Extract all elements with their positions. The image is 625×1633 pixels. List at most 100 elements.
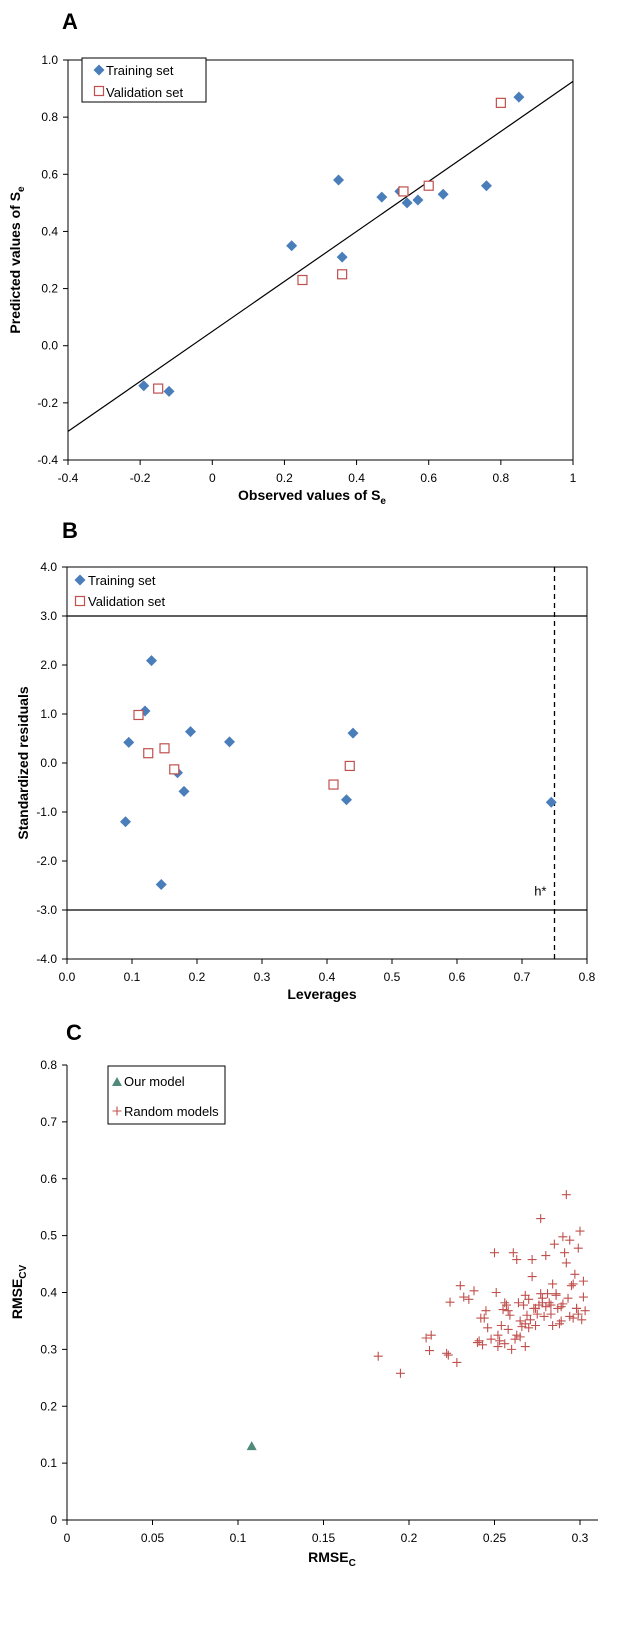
panel-a-x-label-sub: e xyxy=(380,496,386,507)
y-tick-label: 0.1 xyxy=(40,1456,57,1470)
panel-b-legend-training-label: Training set xyxy=(88,573,156,588)
panel-b-h-star-label: h* xyxy=(534,883,546,898)
validation-point xyxy=(337,269,348,280)
random-model-point xyxy=(539,1311,549,1321)
y-tick-label: -4.0 xyxy=(36,952,57,966)
panel-b-threshold-lines xyxy=(67,567,587,959)
panel-b-legend-validation-label: Validation set xyxy=(88,594,165,609)
x-tick-label: 0 xyxy=(209,471,216,485)
validation-point xyxy=(133,709,144,721)
x-tick-label: 0.6 xyxy=(449,970,466,984)
random-model-point xyxy=(491,1288,501,1297)
legend-triangle-marker xyxy=(112,1077,122,1086)
random-model-point xyxy=(527,1272,537,1282)
panel-c-letter: C xyxy=(66,1020,82,1045)
x-tick-label: -0.4 xyxy=(58,471,79,485)
random-model-point xyxy=(570,1269,580,1279)
y-tick-label: 0.0 xyxy=(40,756,57,770)
our-model-point xyxy=(246,1441,257,1451)
random-model-point xyxy=(486,1334,496,1344)
random-model-point xyxy=(573,1309,583,1319)
panel-a-points xyxy=(138,91,525,397)
random-model-point xyxy=(421,1333,431,1343)
random-model-point xyxy=(500,1298,510,1308)
x-tick-label: 0.3 xyxy=(572,1531,589,1545)
x-tick-label: 0.1 xyxy=(230,1531,247,1545)
panel-c-x-axis-label: RMSEC xyxy=(308,1549,356,1569)
y-tick-label: -1.0 xyxy=(36,805,57,819)
random-model-point xyxy=(479,1313,489,1323)
panel-a-y-label-main: Predicted values of S xyxy=(7,192,23,334)
validation-point xyxy=(153,383,164,394)
random-model-point xyxy=(531,1320,541,1330)
random-model-point xyxy=(563,1293,573,1303)
training-point xyxy=(178,785,190,797)
random-model-point xyxy=(532,1309,542,1319)
random-model-point xyxy=(490,1248,499,1258)
y-tick-label: 0.4 xyxy=(40,1286,57,1300)
x-tick-label: 0.0 xyxy=(59,970,76,984)
random-model-point xyxy=(452,1357,462,1367)
random-model-point xyxy=(537,1298,547,1308)
training-point xyxy=(224,736,235,748)
random-model-point xyxy=(512,1255,522,1265)
random-model-point xyxy=(507,1344,517,1354)
x-tick-label: 0.05 xyxy=(141,1531,165,1545)
random-model-point xyxy=(455,1281,465,1291)
x-tick-label: 0.8 xyxy=(493,471,510,485)
random-model-point xyxy=(522,1310,532,1320)
random-model-point xyxy=(520,1342,530,1352)
training-point xyxy=(155,879,167,891)
x-tick-label: 0.25 xyxy=(483,1531,507,1545)
y-tick-label: 2.0 xyxy=(40,658,57,672)
panel-a-legend-validation-marker xyxy=(93,85,105,97)
random-model-point xyxy=(524,1294,534,1304)
random-model-point xyxy=(568,1313,578,1323)
training-point xyxy=(286,240,298,252)
panel-a-legend-training-label: Training set xyxy=(106,63,174,78)
random-model-point xyxy=(508,1248,518,1258)
random-model-point xyxy=(493,1330,503,1340)
y-tick-label: 1.0 xyxy=(40,707,57,721)
panel-b-legend-validation-marker xyxy=(74,595,86,607)
random-model-point xyxy=(572,1303,582,1313)
training-point xyxy=(437,188,449,200)
panel-b-plot-area xyxy=(66,566,588,960)
training-point xyxy=(146,655,157,667)
y-tick-label: -0.4 xyxy=(37,453,58,467)
validation-point xyxy=(143,748,154,759)
training-point xyxy=(333,174,345,186)
random-model-point xyxy=(565,1235,575,1245)
random-model-point xyxy=(495,1336,505,1346)
random-model-point xyxy=(577,1315,587,1325)
random-model-point xyxy=(548,1320,558,1330)
random-model-point xyxy=(575,1226,585,1236)
panel-b-ticks: 0.0 0.1 0.2 0.3 0.4 0.5 0.6 0.7 0.8 -4.0 -3.0 -2.0 -… xyxy=(36,560,595,984)
random-model-point xyxy=(573,1243,583,1253)
random-model-point xyxy=(525,1315,535,1325)
y-tick-label: 4.0 xyxy=(40,560,57,574)
panel-b-y-axis-label: Standardized residuals xyxy=(15,686,31,839)
y-tick-label: -0.2 xyxy=(37,396,58,410)
random-model-point xyxy=(556,1316,566,1326)
panel-a-legend-validation-label: Validation set xyxy=(106,85,183,100)
random-model-point xyxy=(425,1346,435,1356)
validation-point xyxy=(423,180,434,191)
panel-a-plot-area xyxy=(67,59,574,461)
random-model-point xyxy=(536,1214,546,1224)
random-model-point xyxy=(568,1279,578,1289)
random-model-point xyxy=(536,1289,546,1299)
validation-point xyxy=(169,764,180,775)
y-tick-label: 1.0 xyxy=(41,53,58,67)
panel-a: A -0.4 -0.2 0 0.2 0.4 0.6 0.8 1 -0.4 -0.2 0.0 0.2 0.… xyxy=(7,9,577,507)
x-tick-label: 0.4 xyxy=(319,970,336,984)
random-model-point xyxy=(556,1302,566,1312)
random-model-point xyxy=(496,1320,506,1330)
random-model-point xyxy=(512,1330,522,1340)
panel-c-legend-our-model-label: Our model xyxy=(124,1074,185,1089)
y-tick-label: 0.0 xyxy=(41,339,58,353)
x-tick-label: -0.2 xyxy=(130,471,151,485)
y-tick-label: 0.2 xyxy=(41,282,58,296)
random-model-point xyxy=(503,1324,513,1334)
random-model-point xyxy=(469,1286,479,1296)
